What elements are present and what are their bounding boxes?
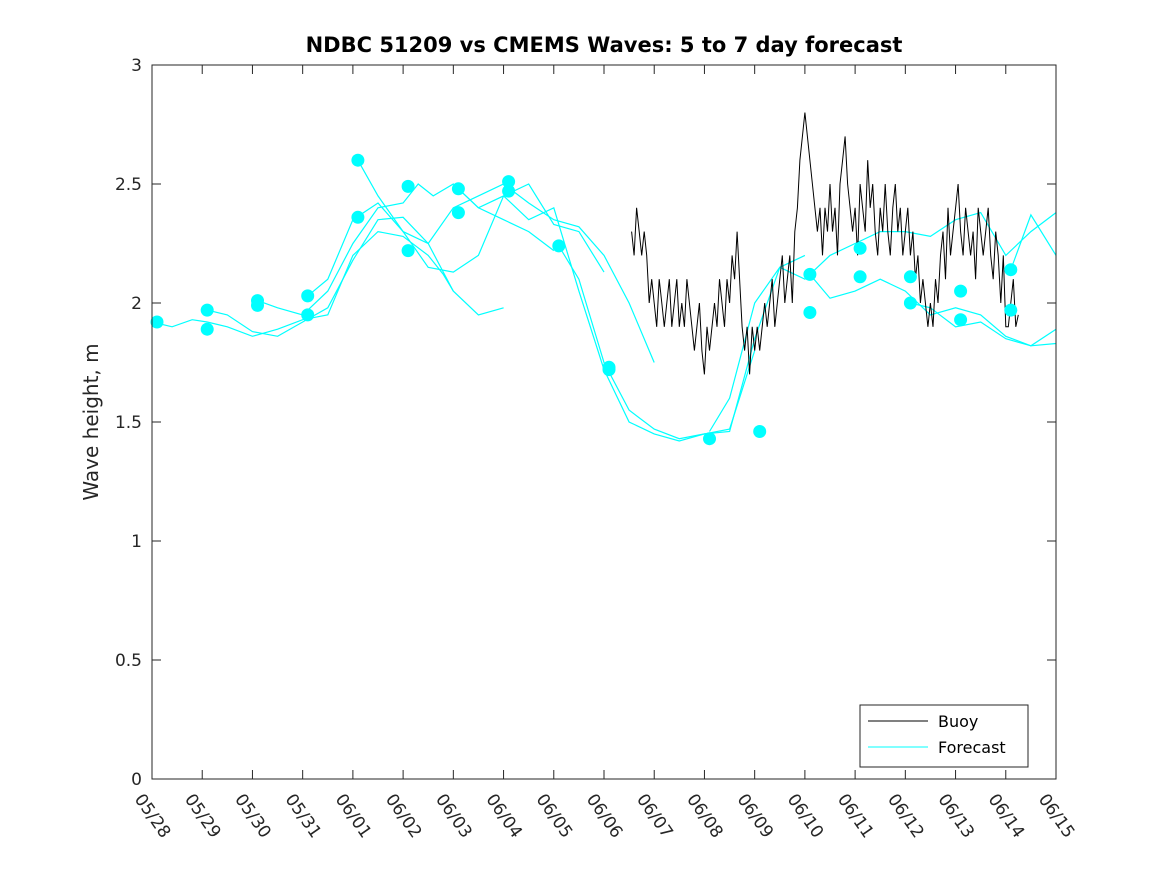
- forecast-marker-21: [803, 267, 817, 281]
- forecast-line-11: [1010, 213, 1057, 270]
- forecast-marker-11: [401, 244, 415, 258]
- forecast-marker-10: [401, 179, 415, 193]
- chart-title: NDBC 51209 vs CMEMS Waves: 5 to 7 day fo…: [306, 33, 903, 57]
- y-tick-label-6: 3: [131, 56, 142, 76]
- forecast-line-8: [708, 211, 1057, 432]
- forecast-marker-24: [853, 270, 867, 284]
- forecast-marker-3: [200, 322, 214, 336]
- forecast-marker-23: [853, 241, 867, 255]
- forecast-marker-14: [502, 175, 516, 189]
- forecast-marker-8: [351, 153, 365, 167]
- forecast-line-1: [151, 230, 454, 337]
- forecast-marker-29: [1004, 263, 1018, 277]
- forecast-marker-25: [903, 270, 917, 284]
- y-tick-label-3: 1.5: [115, 413, 142, 433]
- y-tick-label-5: 2.5: [115, 175, 142, 195]
- buoy-line: [631, 112, 1019, 375]
- forecast-marker-20: [753, 425, 767, 438]
- forecast-marker-12: [451, 182, 465, 196]
- forecast-marker-2: [200, 303, 214, 317]
- y-tick-label-2: 1: [131, 532, 142, 552]
- forecast-marker-13: [451, 206, 465, 220]
- forecast-marker-15: [502, 184, 516, 198]
- forecast-marker-6: [301, 289, 315, 303]
- legend-forecast-label: Forecast: [938, 738, 1006, 757]
- legend-box: [859, 704, 1029, 768]
- forecast-line-9: [809, 274, 1057, 347]
- forecast-marker-9: [351, 210, 365, 224]
- forecast-marker-18: [602, 363, 616, 377]
- forecast-marker-16: [552, 239, 566, 253]
- forecast-marker-5: [251, 298, 264, 312]
- y-tick-label-0: 0: [131, 770, 142, 790]
- legend: Buoy Forecast: [859, 704, 1029, 768]
- forecast-marker-1: [150, 315, 164, 329]
- forecast-marker-26: [903, 296, 917, 310]
- forecast-marker-7: [301, 308, 315, 322]
- y-tick-label-4: 2: [131, 294, 142, 314]
- marker-layer: [150, 153, 1018, 446]
- y-tick-label-1: 0.5: [115, 651, 142, 671]
- plot-area: [152, 65, 1056, 779]
- y-axis-label: Wave height, m: [79, 343, 103, 500]
- forecast-marker-30: [1004, 303, 1018, 317]
- forecast-marker-28: [954, 313, 968, 327]
- forecast-marker-27: [954, 284, 968, 298]
- legend-buoy-label: Buoy: [938, 712, 978, 731]
- forecast-marker-22: [803, 306, 817, 319]
- forecast-line-10: [910, 302, 1057, 347]
- forecast-marker-19: [703, 432, 716, 446]
- forecast-line-2: [207, 216, 504, 337]
